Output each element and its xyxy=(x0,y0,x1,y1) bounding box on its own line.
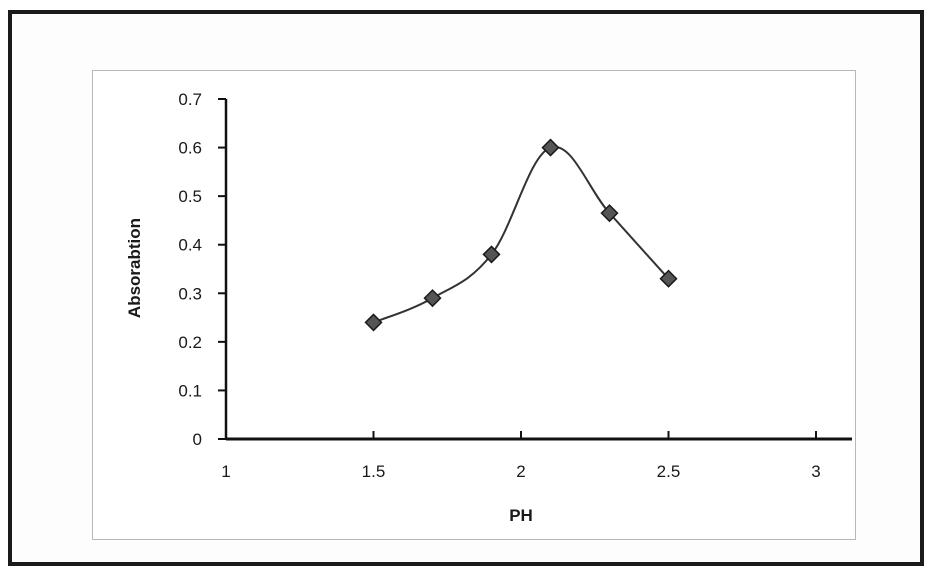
tick-labels: 0 0.1 0.2 0.3 0.4 0.5 0.6 0.7 1 1.5 2 2.5 3 xyxy=(178,90,820,481)
x-tick-label-3: 2.5 xyxy=(657,462,681,481)
x-tick-label-1: 1.5 xyxy=(362,462,386,481)
x-tick-label-2: 2 xyxy=(516,462,525,481)
y-tick-label-3: 0.3 xyxy=(178,284,202,303)
y-tick-label-0: 0 xyxy=(193,430,202,449)
data-point-0 xyxy=(364,313,383,332)
data-point-5 xyxy=(659,269,678,288)
data-point-3 xyxy=(541,138,560,157)
y-tick-label-6: 0.6 xyxy=(178,139,202,158)
series-line xyxy=(373,145,670,324)
data-markers xyxy=(364,138,678,332)
data-point-1 xyxy=(423,289,442,308)
y-tick-label-4: 0.4 xyxy=(178,236,202,255)
x-axis-title: PH xyxy=(509,506,533,525)
axes xyxy=(218,98,852,441)
y-tick-label-7: 0.7 xyxy=(178,90,202,109)
data-point-2 xyxy=(482,245,501,264)
x-tick-label-0: 1 xyxy=(221,462,230,481)
y-axis-title: Absorabtion xyxy=(125,218,144,318)
data-point-4 xyxy=(600,204,619,223)
x-tick-label-4: 3 xyxy=(811,462,820,481)
y-tick-label-2: 0.2 xyxy=(178,333,202,352)
y-tick-label-1: 0.1 xyxy=(178,381,202,400)
y-tick-label-5: 0.5 xyxy=(178,187,202,206)
